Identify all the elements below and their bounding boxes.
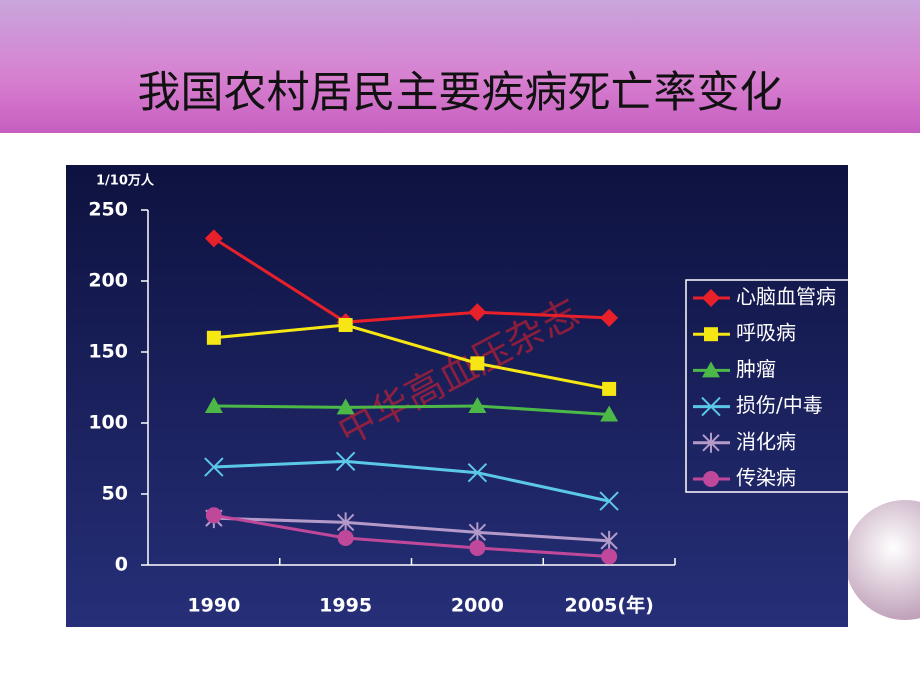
marker — [600, 308, 619, 327]
y-tick-label: 100 — [88, 412, 128, 434]
series-line — [213, 323, 610, 391]
marker — [336, 512, 355, 533]
y-tick-label: 0 — [115, 554, 128, 576]
marker — [468, 396, 487, 413]
marker — [702, 289, 720, 307]
x-tick-label: 1990 — [187, 595, 240, 617]
slide-title: 我国农村居民主要疾病死亡率变化 — [137, 68, 783, 118]
banner — [0, 0, 920, 133]
marker — [703, 471, 719, 487]
series-line — [213, 513, 610, 558]
x-tick-label: 1995 — [319, 595, 372, 617]
marker — [704, 327, 718, 342]
marker — [204, 457, 224, 477]
series-line — [213, 237, 610, 324]
marker — [338, 318, 353, 333]
marker — [602, 381, 617, 396]
marker — [468, 522, 487, 543]
legend-label: 消化病 — [736, 429, 796, 453]
marker — [599, 491, 619, 511]
series-line — [213, 459, 610, 503]
marker — [600, 530, 618, 551]
marker — [204, 396, 223, 413]
legend-box — [685, 279, 848, 493]
chart-background — [66, 165, 848, 627]
legend-label: 肿瘤 — [736, 357, 776, 381]
legend-label: 心脑血管病 — [736, 285, 836, 309]
y-tick-label: 250 — [88, 199, 128, 221]
series-line — [213, 404, 610, 416]
decoration — [845, 500, 920, 620]
marker — [205, 507, 222, 524]
marker — [336, 398, 355, 415]
marker — [600, 405, 619, 422]
y-tick-label: 200 — [88, 270, 128, 292]
y-axis-label: 1/10万人 — [96, 173, 155, 189]
marker — [701, 396, 721, 417]
marker — [337, 530, 354, 547]
marker — [469, 539, 486, 556]
marker — [702, 432, 720, 453]
legend-label: 呼吸病 — [736, 321, 796, 345]
marker — [702, 361, 720, 378]
marker — [467, 462, 488, 483]
marker — [206, 330, 221, 345]
y-tick-label: 50 — [102, 483, 128, 505]
marker — [468, 303, 487, 322]
x-tick-label: 2000 — [451, 595, 504, 617]
marker — [470, 356, 485, 371]
legend-label: 传染病 — [736, 466, 796, 490]
series-line — [213, 516, 610, 543]
y-tick-label: 150 — [88, 341, 128, 363]
marker — [335, 451, 356, 472]
marker — [204, 229, 223, 248]
marker — [601, 548, 618, 565]
x-tick-label: 2005(年) — [565, 594, 654, 617]
legend-label: 损伤/中毒 — [736, 393, 823, 417]
